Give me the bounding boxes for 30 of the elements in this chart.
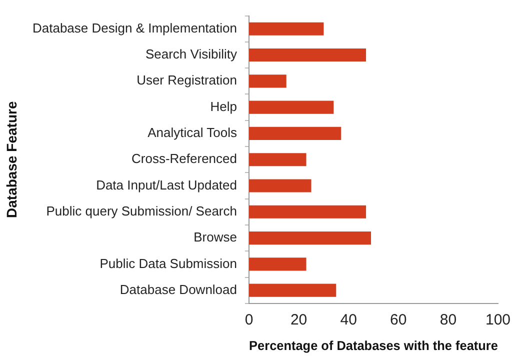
bar (249, 100, 334, 114)
bar (249, 232, 372, 245)
y-tick-label: Data Input/Last Updated (96, 177, 237, 192)
x-tick-label: 20 (290, 312, 308, 329)
bar (249, 74, 286, 88)
bar (249, 22, 324, 36)
y-tick-label: Public query Submission/ Search (46, 203, 237, 218)
bar (249, 153, 306, 166)
bar (249, 48, 366, 62)
x-tick-label: 80 (440, 312, 457, 329)
x-tick-label: 60 (390, 312, 407, 329)
y-axis-title: Database Feature (3, 101, 20, 218)
bar (249, 179, 312, 192)
x-tick-label: 40 (340, 312, 357, 329)
y-tick-label: Database Download (120, 282, 237, 297)
y-tick-label: Public Data Submission (100, 256, 237, 271)
y-tick-label: Database Design & Implementation (32, 20, 237, 36)
y-tick-label: User Registration (136, 72, 237, 88)
bar (249, 258, 306, 271)
x-axis-title: Percentage of Databases with the feature (249, 338, 498, 353)
y-tick-label: Browse (194, 230, 237, 245)
y-tick-label: Analytical Tools (148, 125, 238, 140)
x-tick-label: 100 (485, 312, 511, 329)
y-tick-label: Help (210, 98, 237, 114)
bar (249, 126, 342, 140)
y-tick-label: Search Visibility (145, 46, 238, 62)
bar (249, 284, 336, 297)
x-tick-label: 0 (244, 312, 254, 329)
y-tick-label: Cross-Referenced (132, 151, 237, 166)
bar (249, 205, 366, 218)
